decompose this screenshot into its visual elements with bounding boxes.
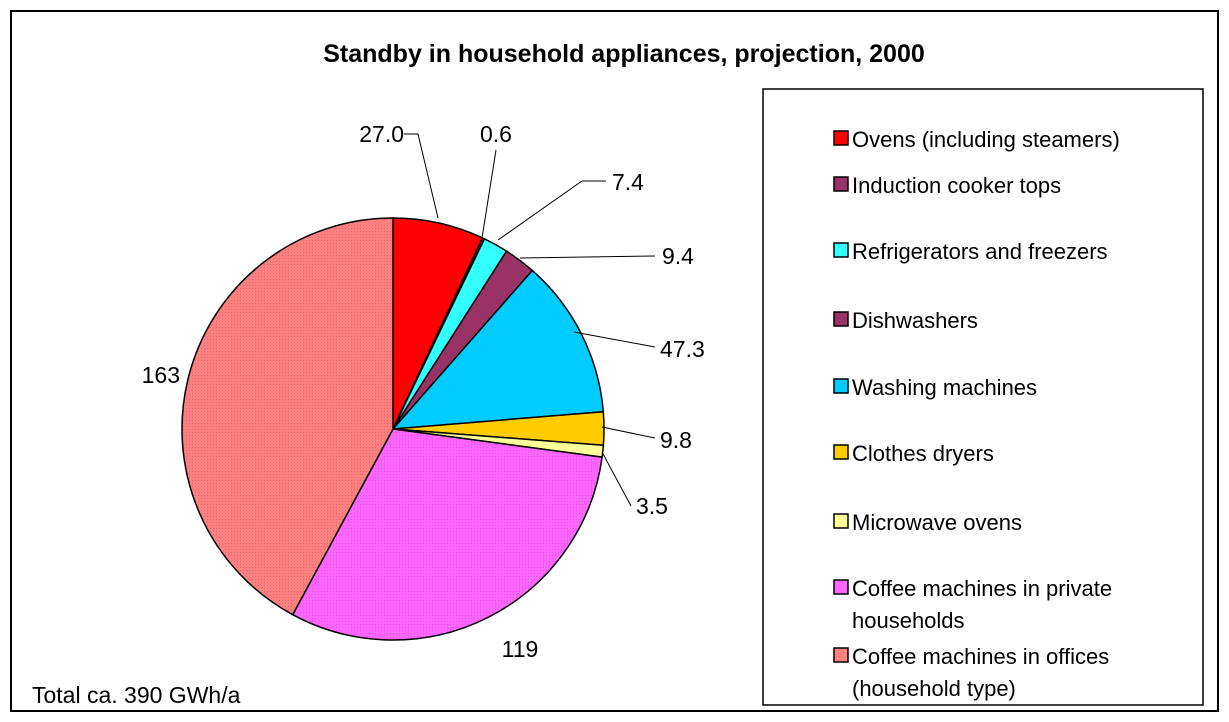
leader-line [481,149,497,239]
legend-entry: Induction cooker tops [852,173,1061,198]
legend-entry: (household type) [852,676,1016,701]
leader-line [497,180,606,241]
leader-line [601,426,656,439]
data-label: 27.0 [359,121,404,147]
data-label: 47.3 [660,336,705,362]
total-note: Total ca. 390 GWh/a [32,682,241,708]
legend-swatch [833,311,849,327]
legend-swatch [833,647,849,663]
data-label: 3.5 [636,493,668,519]
legend-swatch [833,130,849,146]
legend-entry: Coffee machines in private [852,576,1112,601]
data-label: 9.8 [660,427,692,453]
data-label: 163 [142,362,180,388]
legend-swatch [833,513,849,529]
legend-entry: households [852,608,965,633]
legend-swatch [833,579,849,595]
data-label: 119 [502,636,539,662]
pie-slice-texture [181,218,393,615]
legend-entry: Coffee machines in offices [852,644,1109,669]
data-label: 9.4 [662,243,694,269]
legend-entry: Dishwashers [852,308,978,333]
legend-swatch [833,176,849,192]
legend-swatch [833,378,849,394]
data-label: 0.6 [480,121,512,147]
legend-entry: Microwave ovens [852,510,1022,535]
pie-slice [391,269,605,430]
legend-entry: Clothes dryers [852,441,994,466]
legend-entry: Refrigerators and freezers [852,239,1108,264]
leader-line [519,255,656,259]
data-label: 7.4 [612,169,644,195]
legend-entry: Washing machines [852,375,1037,400]
leader-line [404,133,439,219]
pie-slice-texture [292,429,603,641]
chart-title: Standby in household appliances, project… [323,40,925,68]
legend-swatch [833,242,849,258]
legend-swatch [833,444,849,460]
leader-line [601,451,632,507]
legend-entry: Ovens (including steamers) [852,127,1120,152]
leader-line [573,331,656,348]
